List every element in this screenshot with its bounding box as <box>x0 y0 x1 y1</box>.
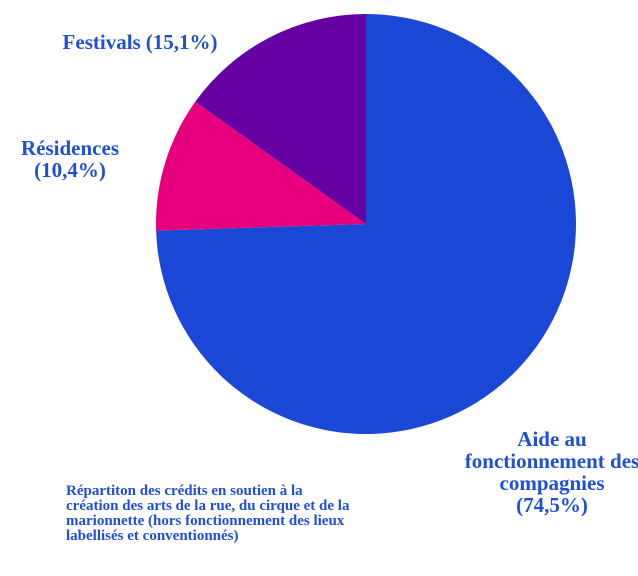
value-label: (15,1%) <box>145 30 218 54</box>
pie-slice <box>156 14 577 434</box>
pie-slice <box>195 14 366 224</box>
value-label: (74,5%) <box>516 493 588 517</box>
slice-label: Aide au fonctionnement des compagnies (74… <box>452 428 638 516</box>
category-name: Résidences <box>21 136 119 160</box>
value-label: (10,4%) <box>34 158 106 182</box>
category-name: Aide au fonctionnement des compagnies <box>464 427 638 495</box>
pie-slice <box>156 101 366 231</box>
category-name: Festivals <box>62 30 141 54</box>
slice-label: Festivals (15,1%) <box>30 31 250 53</box>
slice-label: Résidences (10,4%) <box>0 137 140 181</box>
annotation: Répartiton des crédits en soutien à la c… <box>66 483 350 544</box>
